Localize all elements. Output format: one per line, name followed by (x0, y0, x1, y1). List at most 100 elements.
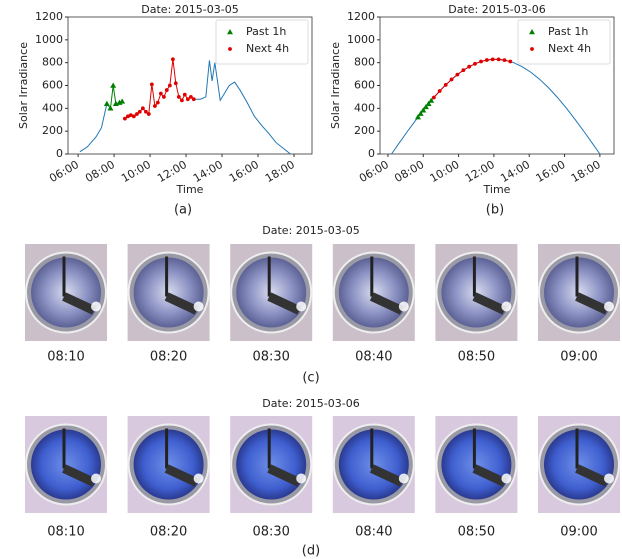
y-tick-label: 600 (354, 79, 375, 92)
sun-glare (398, 301, 409, 312)
caption: (a) (174, 203, 192, 218)
legend-label: Past 1h (246, 25, 286, 38)
caption: (c) (302, 371, 319, 386)
marker (425, 100, 432, 106)
sky-image (25, 244, 107, 341)
marker (414, 114, 421, 120)
shadow-arm (369, 464, 404, 487)
legend-box (517, 19, 611, 65)
sky-image (332, 244, 415, 341)
marker (180, 98, 184, 103)
caption: (d) (302, 544, 320, 559)
sky-image (127, 244, 210, 341)
y-tick-label: 1200 (35, 10, 63, 23)
marker (502, 58, 507, 63)
sun-glare (296, 473, 307, 484)
sun-glare (398, 473, 409, 484)
sky-image (25, 416, 107, 513)
legend-label: Past 1h (548, 25, 588, 38)
row-title: Date: 2015-03-05 (262, 224, 359, 237)
marker (443, 83, 448, 87)
x-tick-label: 10:00 (428, 158, 462, 185)
marker (140, 106, 145, 111)
sky-image (230, 244, 313, 341)
x-axis-label: Time (176, 183, 204, 196)
marker (173, 81, 178, 86)
marker (167, 83, 172, 88)
sky-image (230, 416, 313, 513)
y-tick-label: 1200 (347, 10, 375, 23)
time-label: 08:20 (150, 350, 187, 365)
marker (461, 68, 466, 73)
x-tick-label: 12:00 (155, 158, 189, 185)
time-label: 09:00 (560, 350, 597, 365)
sun-glare (193, 473, 204, 484)
marker (508, 59, 513, 64)
sky-image (127, 416, 210, 513)
marker (437, 89, 442, 93)
legend-box (215, 19, 309, 65)
y-tick-label: 800 (354, 56, 375, 69)
marker (128, 113, 133, 118)
marker (131, 114, 136, 119)
x-tick-label: 14:00 (191, 158, 225, 185)
series-line (391, 58, 601, 155)
time-label: 09:00 (560, 525, 597, 540)
marker (149, 82, 154, 87)
y-tick-label: 400 (42, 101, 63, 114)
chart-title: Date: 2015-03-05 (141, 3, 238, 16)
sun-glare (193, 301, 204, 312)
sun-glare (296, 301, 307, 312)
sun-glare (501, 301, 512, 312)
marker (473, 61, 477, 66)
shadow-arm (472, 292, 507, 315)
y-tick-label: 800 (42, 56, 63, 69)
marker (449, 77, 454, 82)
marker (135, 112, 139, 116)
time-label: 08:20 (150, 525, 187, 540)
sun-glare (91, 301, 101, 312)
marker (144, 109, 148, 114)
sky-image (538, 244, 620, 341)
series-line (433, 58, 511, 98)
x-tick-label: 06:00 (47, 158, 81, 185)
shadow-arm (575, 464, 609, 487)
y-tick-label: 1000 (35, 33, 63, 46)
marker (158, 91, 163, 96)
sky-image (435, 416, 518, 513)
shadow-arm (472, 464, 507, 487)
time-label: 08:40 (355, 350, 392, 365)
marker (188, 95, 193, 99)
y-tick-label: 200 (42, 124, 63, 137)
legend-marker (228, 47, 232, 51)
sky-image (538, 416, 620, 513)
shadow-arm (62, 292, 96, 315)
x-tick-label: 14:00 (498, 158, 532, 185)
series-line (79, 60, 291, 155)
sun-glare (604, 301, 614, 312)
sky-image (435, 244, 518, 341)
row-title: Date: 2015-03-06 (262, 397, 359, 410)
marker (119, 98, 126, 104)
marker (417, 110, 424, 116)
legend-marker (530, 47, 534, 51)
marker (155, 100, 160, 105)
marker (420, 107, 427, 113)
x-tick-label: 08:00 (83, 158, 117, 185)
shadow-arm (164, 292, 199, 315)
marker (107, 105, 114, 111)
shadow-arm (267, 464, 302, 487)
x-axis-label: Time (483, 183, 511, 196)
x-tick-label: 10:00 (119, 158, 153, 185)
y-tick-label: 600 (42, 79, 63, 92)
marker (490, 57, 495, 62)
time-label: 08:50 (458, 350, 495, 365)
marker (467, 64, 472, 69)
legend-label: Next 4h (548, 42, 591, 55)
time-label: 08:10 (47, 350, 84, 365)
x-tick-label: 16:00 (227, 158, 261, 185)
series-line (124, 59, 195, 120)
marker (146, 112, 151, 116)
marker (496, 57, 501, 62)
marker (185, 97, 190, 102)
